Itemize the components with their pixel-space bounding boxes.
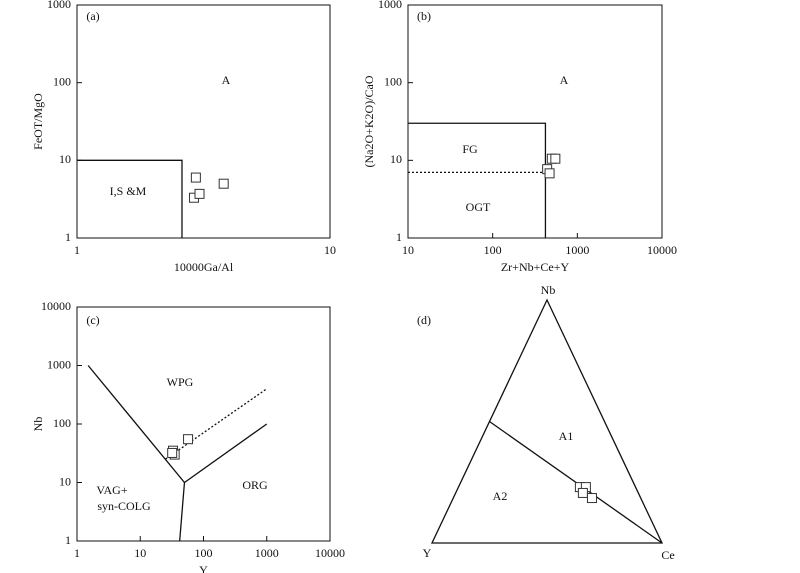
y-tick-label: 1000 — [378, 0, 402, 11]
field-boundary — [165, 388, 268, 460]
x-tick-label: 1 — [74, 546, 80, 560]
y-tick-label: 1 — [396, 230, 402, 244]
field-label: A2 — [493, 489, 508, 503]
x-axis-title: Y — [199, 563, 208, 573]
marker — [218, 178, 229, 189]
vertex-label: Nb — [541, 283, 556, 297]
panel-label: (c) — [86, 313, 99, 327]
x-tick-label: 100 — [195, 546, 213, 560]
plot-frame — [76, 4, 331, 239]
x-tick-label: 10000 — [315, 546, 345, 560]
marker — [194, 188, 205, 199]
plot-frame — [407, 4, 663, 239]
x-tick-label: 1000 — [565, 243, 589, 257]
x-tick-label: 10 — [134, 546, 146, 560]
y-axis-title: Nb — [31, 417, 45, 432]
x-tick-label: 100 — [484, 243, 502, 257]
ternary-frame — [430, 298, 664, 544]
field-label: FG — [462, 142, 478, 156]
x-tick-label: 1000 — [255, 546, 279, 560]
field-boundary — [179, 482, 186, 542]
field-label: syn-COLG — [97, 499, 151, 513]
x-axis-title: 10000Ga/Al — [174, 260, 234, 274]
y-tick-label: 100 — [53, 416, 71, 430]
y-tick-label: 1000 — [47, 357, 71, 371]
y-tick-label: 100 — [53, 74, 71, 88]
x-tick-label: 10 — [324, 243, 336, 257]
vertex-label: Y — [423, 546, 432, 560]
y-tick-label: 1 — [65, 533, 71, 547]
panel-label: (d) — [417, 313, 431, 327]
y-tick-label: 10000 — [41, 299, 71, 313]
field-label: A — [222, 73, 231, 87]
panel-label: (a) — [86, 9, 99, 23]
field-label: OGT — [466, 200, 491, 214]
marker — [183, 434, 194, 445]
y-tick-label: 100 — [384, 74, 402, 88]
y-axis-title: FeOT/MgO — [31, 93, 45, 150]
field-boundary — [77, 159, 183, 238]
marker — [190, 172, 201, 183]
x-tick-label: 10000 — [647, 243, 677, 257]
x-tick-label: 1 — [74, 243, 80, 257]
field-label: VAG+ — [96, 483, 127, 497]
y-tick-label: 1 — [65, 230, 71, 244]
x-tick-label: 10 — [402, 243, 414, 257]
field-label: I,S &M — [110, 184, 147, 198]
field-boundary — [408, 122, 547, 238]
field-label: A — [560, 73, 569, 87]
panel-label: (b) — [417, 9, 431, 23]
vertex-label: Ce — [661, 548, 674, 562]
y-tick-label: 10 — [59, 152, 71, 166]
marker — [586, 493, 597, 504]
x-axis-title: Zr+Nb+Ce+Y — [501, 260, 570, 274]
y-tick-label: 1000 — [47, 0, 71, 11]
field-label: A1 — [559, 429, 574, 443]
y-tick-label: 10 — [390, 152, 402, 166]
marker — [544, 168, 555, 179]
marker — [550, 153, 561, 164]
field-label: WPG — [167, 375, 194, 389]
y-tick-label: 10 — [59, 474, 71, 488]
marker — [577, 487, 588, 498]
field-boundary — [87, 365, 268, 484]
marker — [167, 447, 178, 458]
y-axis-title: (Na2O+K2O)/CaO — [362, 75, 376, 167]
field-label: ORG — [242, 478, 268, 492]
